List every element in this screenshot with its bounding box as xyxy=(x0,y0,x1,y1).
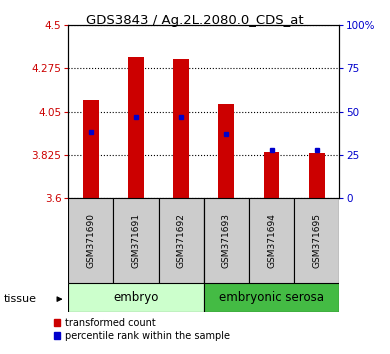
Bar xyxy=(264,152,280,198)
Text: GDS3843 / Ag.2L.2080.0_CDS_at: GDS3843 / Ag.2L.2080.0_CDS_at xyxy=(86,14,304,27)
FancyBboxPatch shape xyxy=(204,283,339,312)
FancyBboxPatch shape xyxy=(68,198,113,283)
Text: GSM371694: GSM371694 xyxy=(267,213,276,268)
Text: GSM371690: GSM371690 xyxy=(86,213,95,268)
FancyBboxPatch shape xyxy=(294,198,339,283)
Bar xyxy=(173,58,189,198)
Text: GSM371693: GSM371693 xyxy=(222,213,231,268)
Text: GSM371692: GSM371692 xyxy=(177,213,186,268)
Bar xyxy=(218,104,234,198)
FancyBboxPatch shape xyxy=(159,198,204,283)
FancyBboxPatch shape xyxy=(249,198,294,283)
FancyBboxPatch shape xyxy=(113,198,159,283)
FancyBboxPatch shape xyxy=(204,198,249,283)
Legend: transformed count, percentile rank within the sample: transformed count, percentile rank withi… xyxy=(53,318,230,341)
Text: GSM371691: GSM371691 xyxy=(131,213,140,268)
Bar xyxy=(83,100,99,198)
Text: embryo: embryo xyxy=(113,291,159,304)
Bar xyxy=(128,57,144,198)
Bar xyxy=(309,153,324,198)
FancyBboxPatch shape xyxy=(68,283,204,312)
Text: embryonic serosa: embryonic serosa xyxy=(219,291,324,304)
Text: tissue: tissue xyxy=(4,294,37,304)
Text: GSM371695: GSM371695 xyxy=(312,213,321,268)
